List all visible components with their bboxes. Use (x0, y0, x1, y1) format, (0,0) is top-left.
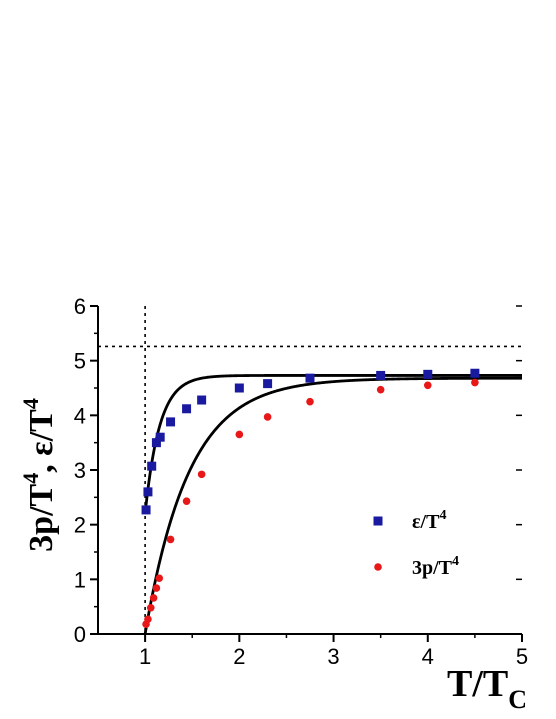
fit-curve-2 (143, 376, 522, 635)
x-tick-label: 1 (139, 644, 151, 669)
square-point (305, 373, 315, 383)
square-point (234, 383, 244, 393)
x-axis-title-sub: C (508, 685, 527, 714)
square-point (197, 395, 207, 405)
legend-label-sup: 4 (439, 508, 446, 523)
y-tick-label: 4 (74, 403, 86, 428)
y-axis-title-part2: ε/T (23, 409, 60, 456)
legend-circle-marker (374, 563, 382, 571)
square-point (151, 438, 161, 448)
axis-ticks (90, 305, 523, 642)
x-axis-title-main: T/T (447, 663, 508, 705)
circle-point (146, 603, 155, 612)
y-tick-label: 5 (74, 349, 86, 374)
reference-lines (98, 306, 522, 634)
circle-point (144, 615, 152, 624)
y-axis-title-sup1: 4 (18, 473, 43, 484)
y-axis-title-sep: , (23, 456, 60, 473)
square-point (470, 368, 480, 378)
square-point (376, 370, 386, 380)
y-axis-title-part1: 3p/T (23, 483, 60, 551)
y-tick-label: 2 (74, 513, 86, 538)
legend-label-text: ε/T (412, 511, 440, 533)
legend-label-sup: 4 (452, 554, 459, 569)
circle-point (149, 594, 158, 602)
circle-point (376, 385, 385, 394)
circle-point (166, 535, 175, 544)
circle-point (197, 470, 206, 479)
square-point (141, 505, 151, 515)
y-axis-title-sup2: 4 (18, 398, 43, 409)
circle-point (182, 497, 191, 505)
y-axis-title: 3p/T4, ε/T4 (18, 398, 60, 552)
square-point (423, 369, 433, 379)
y-tick-label: 3 (74, 458, 86, 483)
circle-point (306, 397, 314, 406)
circle-point (235, 430, 244, 439)
y-tick-label: 0 (74, 622, 86, 647)
square-point (182, 404, 192, 414)
y-tick-label: 6 (74, 294, 86, 319)
square-point (263, 379, 273, 389)
legend-square-marker (373, 516, 383, 526)
legend-label-text: 3p/T (412, 557, 453, 579)
x-tick-label: 3 (327, 644, 339, 669)
x-tick-label: 5 (516, 644, 528, 669)
square-point (166, 417, 176, 427)
fit-curve-1 (143, 374, 522, 514)
legend-label: 3p/T4 (412, 554, 459, 579)
circle-point (263, 413, 272, 421)
tick-labels: 0 1 2 3 4 5 6 1 2 3 4 5 (74, 294, 528, 669)
legend-label: ε/T4 (412, 508, 446, 533)
circle-point (423, 381, 432, 390)
axes-frame (97, 306, 522, 635)
square-point (143, 487, 153, 497)
data-points (141, 368, 480, 628)
square-point (155, 432, 165, 442)
x-axis-title: T/TC (447, 663, 527, 714)
circle-point (152, 584, 161, 592)
x-tick-label: 4 (422, 644, 434, 669)
circle-point (155, 574, 164, 583)
square-point (147, 461, 157, 471)
fit-curves (143, 374, 522, 635)
x-tick-label: 2 (233, 644, 245, 669)
circle-point (471, 378, 479, 387)
y-tick-label: 1 (74, 567, 86, 592)
